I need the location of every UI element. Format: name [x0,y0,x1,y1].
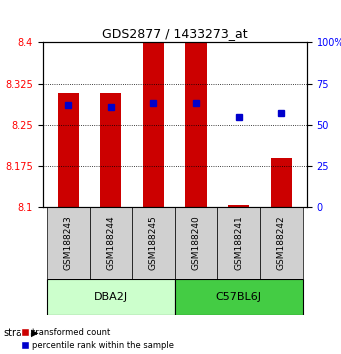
FancyBboxPatch shape [260,207,303,279]
Bar [228,205,249,207]
Bar [271,158,292,207]
FancyBboxPatch shape [132,207,175,279]
Text: ▶: ▶ [31,328,38,338]
Title: GDS2877 / 1433273_at: GDS2877 / 1433273_at [102,27,248,40]
FancyBboxPatch shape [218,207,260,279]
Text: DBA2J: DBA2J [94,292,128,302]
Text: GSM188242: GSM188242 [277,216,286,270]
FancyBboxPatch shape [175,207,218,279]
Text: GSM188240: GSM188240 [192,216,201,270]
Bar [186,42,207,207]
Bar [58,93,79,207]
Bar [143,42,164,207]
Text: GSM188241: GSM188241 [234,216,243,270]
FancyBboxPatch shape [175,279,303,315]
Text: GSM188244: GSM188244 [106,216,115,270]
Text: C57BL6J: C57BL6J [216,292,262,302]
Text: GSM188243: GSM188243 [64,216,73,270]
FancyBboxPatch shape [90,207,132,279]
Text: strain: strain [3,328,31,338]
Text: GSM188245: GSM188245 [149,216,158,270]
Legend: transformed count, percentile rank within the sample: transformed count, percentile rank withi… [21,328,174,350]
Bar [100,93,121,207]
FancyBboxPatch shape [47,279,175,315]
FancyBboxPatch shape [47,207,90,279]
